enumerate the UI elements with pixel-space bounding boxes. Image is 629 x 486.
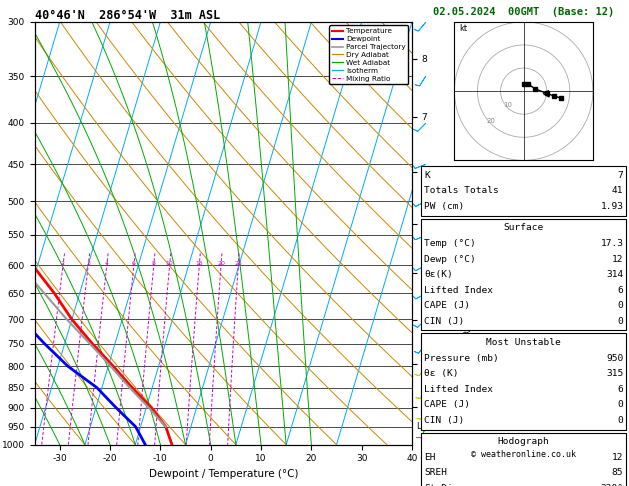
- Text: Surface: Surface: [504, 224, 543, 232]
- Text: 17.3: 17.3: [600, 239, 623, 248]
- Text: 0: 0: [618, 317, 623, 326]
- Text: © weatheronline.co.uk: © weatheronline.co.uk: [471, 450, 576, 459]
- Text: 20: 20: [217, 261, 225, 266]
- Text: 950: 950: [606, 354, 623, 363]
- Text: 315: 315: [606, 369, 623, 378]
- Text: 7: 7: [618, 171, 623, 180]
- Text: Totals Totals: Totals Totals: [424, 187, 499, 195]
- Text: CAPE (J): CAPE (J): [424, 400, 470, 409]
- Text: StmDir: StmDir: [424, 484, 459, 486]
- Text: 20: 20: [487, 119, 496, 124]
- Text: 15: 15: [196, 261, 203, 266]
- Text: CIN (J): CIN (J): [424, 416, 464, 425]
- Text: 0: 0: [618, 416, 623, 425]
- Text: 6: 6: [618, 286, 623, 295]
- Text: 10: 10: [503, 102, 512, 108]
- Text: Pressure (mb): Pressure (mb): [424, 354, 499, 363]
- Text: K: K: [424, 171, 430, 180]
- Text: PW (cm): PW (cm): [424, 202, 464, 211]
- Text: 12: 12: [612, 255, 623, 263]
- Text: 314: 314: [606, 270, 623, 279]
- Text: 85: 85: [612, 469, 623, 477]
- Text: CAPE (J): CAPE (J): [424, 301, 470, 310]
- Text: 10: 10: [165, 261, 174, 266]
- Text: 2: 2: [61, 261, 65, 266]
- Text: 12: 12: [612, 453, 623, 462]
- Text: Lifted Index: Lifted Index: [424, 385, 493, 394]
- Text: LCL: LCL: [416, 422, 431, 431]
- Text: θε(K): θε(K): [424, 270, 453, 279]
- Text: Most Unstable: Most Unstable: [486, 338, 561, 347]
- Text: 6: 6: [618, 385, 623, 394]
- Text: Hodograph: Hodograph: [498, 437, 550, 446]
- Text: 8: 8: [152, 261, 155, 266]
- Text: 40°46'N  286°54'W  31m ASL: 40°46'N 286°54'W 31m ASL: [35, 9, 220, 22]
- Text: 3: 3: [86, 261, 90, 266]
- Text: 0: 0: [618, 400, 623, 409]
- Text: 6: 6: [132, 261, 136, 266]
- Text: 4: 4: [104, 261, 109, 266]
- Text: 330°: 330°: [600, 484, 623, 486]
- Text: SREH: SREH: [424, 469, 447, 477]
- Text: Mixing Ratio (g/kg): Mixing Ratio (g/kg): [464, 286, 473, 366]
- Text: 25: 25: [234, 261, 242, 266]
- Text: EH: EH: [424, 453, 435, 462]
- Y-axis label: km
ASL: km ASL: [429, 225, 448, 242]
- Legend: Temperature, Dewpoint, Parcel Trajectory, Dry Adiabat, Wet Adiabat, Isotherm, Mi: Temperature, Dewpoint, Parcel Trajectory…: [329, 25, 408, 85]
- Text: 41: 41: [612, 187, 623, 195]
- Text: Temp (°C): Temp (°C): [424, 239, 476, 248]
- Text: 1.93: 1.93: [600, 202, 623, 211]
- Text: kt: kt: [459, 24, 467, 33]
- X-axis label: Dewpoint / Temperature (°C): Dewpoint / Temperature (°C): [148, 469, 298, 479]
- Text: 0: 0: [618, 301, 623, 310]
- Text: Dewp (°C): Dewp (°C): [424, 255, 476, 263]
- Text: 02.05.2024  00GMT  (Base: 12): 02.05.2024 00GMT (Base: 12): [433, 7, 615, 17]
- Text: θε (K): θε (K): [424, 369, 459, 378]
- Text: Lifted Index: Lifted Index: [424, 286, 493, 295]
- Text: CIN (J): CIN (J): [424, 317, 464, 326]
